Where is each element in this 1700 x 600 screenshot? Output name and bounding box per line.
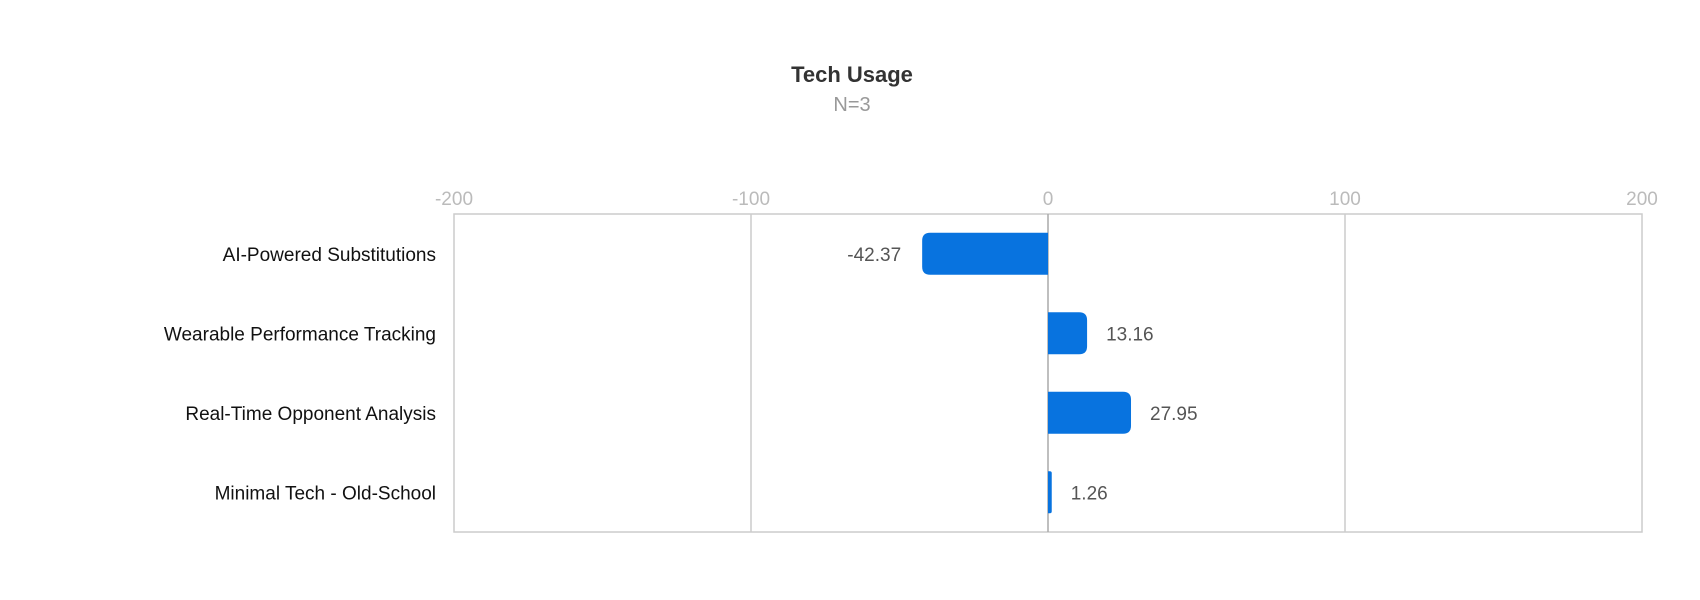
x-tick-label: 0 <box>1043 189 1054 210</box>
data-label: 1.26 <box>1071 483 1108 504</box>
data-label: 27.95 <box>1150 404 1198 425</box>
bar <box>1048 312 1088 355</box>
category-label: Real-Time Opponent Analysis <box>185 404 436 425</box>
category-label: Wearable Performance Tracking <box>164 324 436 345</box>
bar <box>922 232 1048 275</box>
chart-title: Tech Usage <box>791 62 913 87</box>
x-tick-label: 100 <box>1329 189 1361 210</box>
bar <box>1048 391 1132 434</box>
bar <box>1048 471 1052 514</box>
category-label: Minimal Tech - Old-School <box>215 483 436 504</box>
data-label: 13.16 <box>1106 324 1154 345</box>
x-tick-label: -100 <box>732 189 770 210</box>
x-tick-label: 200 <box>1626 189 1658 210</box>
chart-subtitle: N=3 <box>833 94 870 116</box>
plot-area: -200 -100 0 100 200 AI-Powered Substitutions -… <box>164 189 1658 533</box>
x-tick-label: -200 <box>435 189 473 210</box>
category-label: AI-Powered Substitutions <box>223 245 436 266</box>
data-label: -42.37 <box>847 245 901 266</box>
